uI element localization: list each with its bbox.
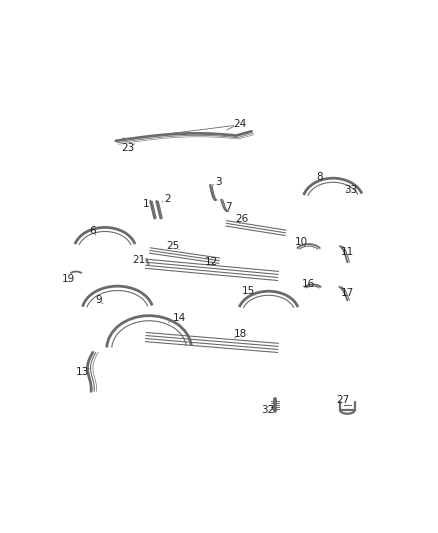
Text: 24: 24: [233, 119, 247, 129]
Text: 16: 16: [302, 279, 315, 289]
Text: 15: 15: [242, 286, 255, 296]
Text: 23: 23: [121, 143, 134, 154]
Text: 13: 13: [76, 367, 89, 377]
Text: 3: 3: [215, 177, 222, 187]
Text: 27: 27: [336, 394, 349, 405]
Text: 33: 33: [344, 185, 357, 196]
Text: 9: 9: [95, 295, 102, 305]
Text: 8: 8: [316, 172, 323, 182]
Text: 26: 26: [236, 214, 249, 224]
Text: 18: 18: [234, 329, 247, 340]
Text: 2: 2: [164, 194, 171, 204]
Text: 1: 1: [142, 199, 149, 209]
Text: 19: 19: [62, 274, 75, 284]
Text: 14: 14: [173, 313, 186, 323]
Text: 11: 11: [341, 247, 354, 256]
Text: 6: 6: [89, 226, 96, 236]
Text: 25: 25: [166, 241, 180, 251]
Text: 7: 7: [225, 203, 232, 212]
Text: 21: 21: [132, 255, 145, 265]
Text: 17: 17: [341, 288, 354, 298]
Text: 10: 10: [295, 237, 308, 247]
Text: 32: 32: [261, 405, 275, 415]
Text: 12: 12: [205, 257, 218, 268]
